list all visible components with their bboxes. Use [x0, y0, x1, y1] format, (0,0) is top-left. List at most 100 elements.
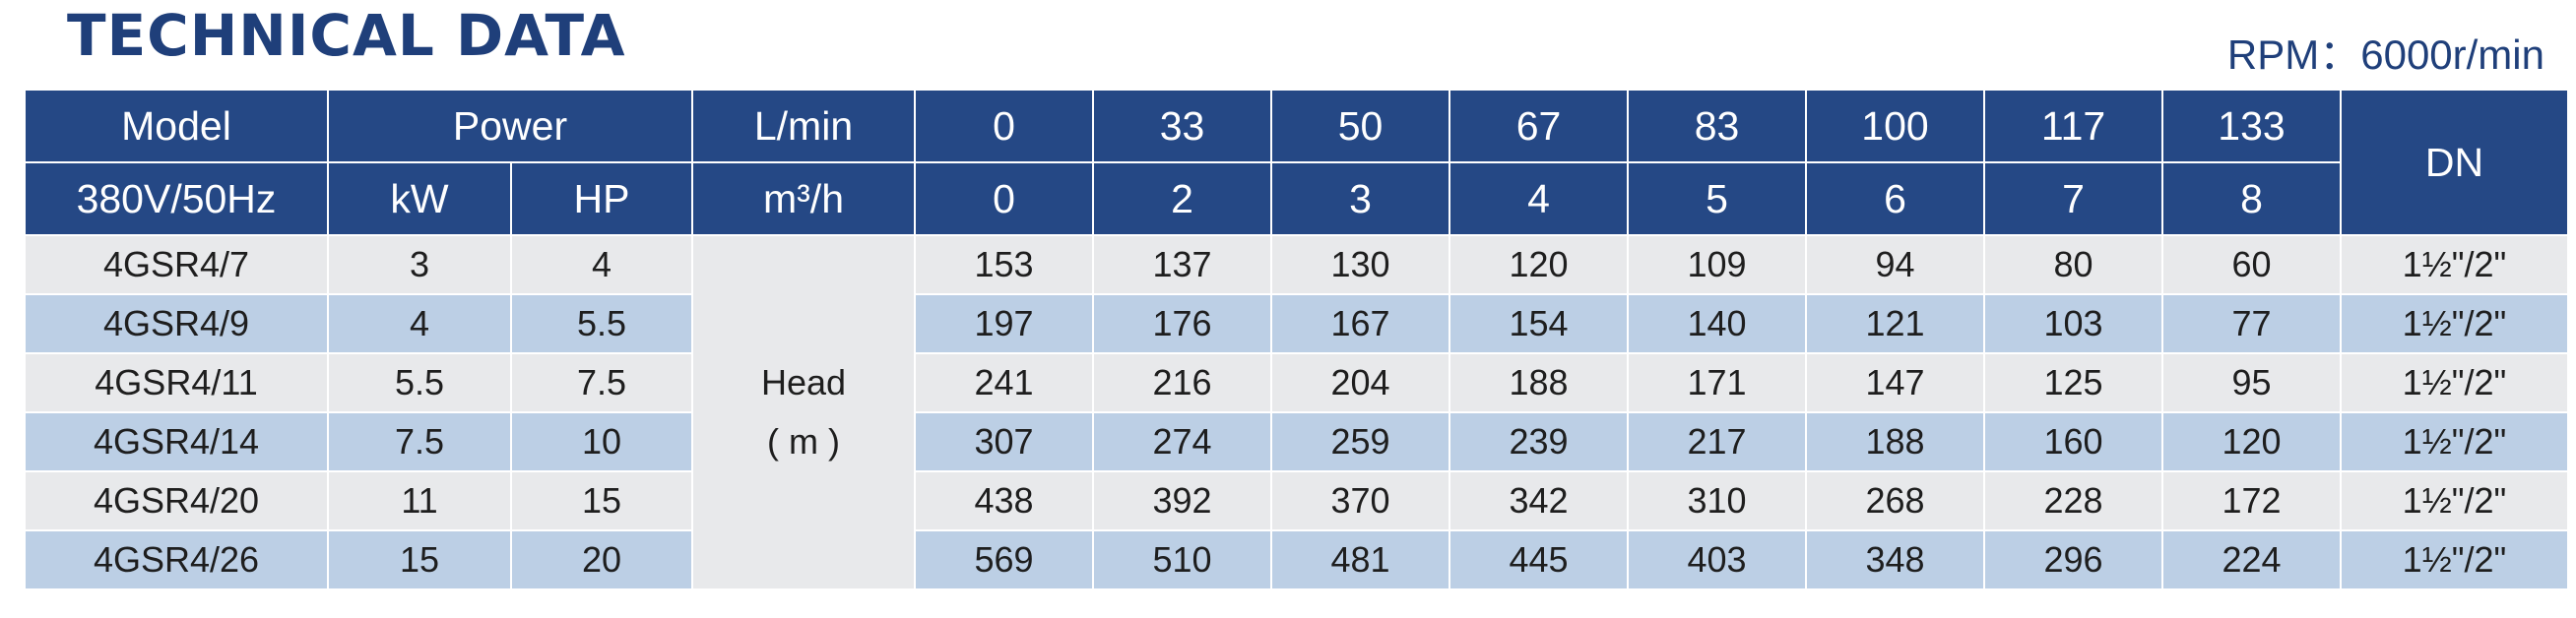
head-value-cell: 307	[914, 411, 1094, 472]
head-value-cell: 140	[1627, 293, 1807, 354]
table-row: 4GSR4/14 7.5 10 307 274 259 239 217 188 160 120 1½"…	[24, 411, 2569, 472]
head-value-cell: 147	[1805, 352, 1985, 413]
head-value-cell: 154	[1449, 293, 1629, 354]
header-row-flow-m3h: 380V/50Hz kW HP m³/h 0 2 3 4 5 6 7 8	[24, 161, 2568, 236]
head-value-cell: 569	[914, 529, 1094, 590]
hp-cell: 15	[510, 470, 693, 531]
head-label-unit: ( m )	[767, 421, 840, 462]
head-value-cell: 160	[1983, 411, 2163, 472]
table-row: 4GSR4/9 4 5.5 197 176 167 154 140 121 103 77 1½"/2"	[24, 293, 2569, 354]
flow-m3h-cell: 3	[1270, 161, 1450, 236]
head-value-cell: 103	[1983, 293, 2163, 354]
head-value-cell: 239	[1449, 411, 1629, 472]
head-value-cell: 445	[1449, 529, 1629, 590]
head-value-cell: 510	[1092, 529, 1272, 590]
kw-cell: 5.5	[327, 352, 512, 413]
head-value-cell: 77	[2161, 293, 2342, 354]
head-value-cell: 392	[1092, 470, 1272, 531]
kw-cell: 11	[327, 470, 512, 531]
header-power: Power	[327, 89, 693, 163]
table-row: 4GSR4/11 5.5 7.5 241 216 204 188 171 147 125 95 1½"…	[24, 352, 2569, 413]
head-unit-label: Head ( m )	[691, 234, 916, 590]
flow-lmin-cell: 50	[1270, 89, 1450, 163]
flow-m3h-cell: 0	[914, 161, 1094, 236]
flow-lmin-cell: 33	[1092, 89, 1272, 163]
flow-m3h-cell: 2	[1092, 161, 1272, 236]
head-value-cell: 121	[1805, 293, 1985, 354]
head-value-cell: 120	[1449, 234, 1629, 295]
head-value-cell: 224	[2161, 529, 2342, 590]
head-value-cell: 370	[1270, 470, 1450, 531]
head-value-cell: 342	[1449, 470, 1629, 531]
header-kw: kW	[327, 161, 512, 236]
dn-cell: 1½"/2"	[2340, 234, 2569, 295]
page-title: TECHNICAL DATA	[67, 2, 626, 69]
flow-m3h-cell: 6	[1805, 161, 1985, 236]
table-row: 4GSR4/26 15 20 569 510 481 445 403 348 296 224 1½"/…	[24, 529, 2569, 590]
head-value-cell: 438	[914, 470, 1094, 531]
head-value-cell: 259	[1270, 411, 1450, 472]
kw-cell: 4	[327, 293, 512, 354]
table-row: 4GSR4/20 11 15 438 392 370 342 310 268 228 172 1½"/…	[24, 470, 2569, 531]
flow-lmin-cell: 0	[914, 89, 1094, 163]
flow-m3h-cell: 7	[1983, 161, 2163, 236]
flow-lmin-cell: 83	[1627, 89, 1807, 163]
header-flow-lmin-label: L/min	[691, 89, 916, 163]
model-cell: 4GSR4/9	[24, 293, 329, 354]
head-value-cell: 296	[1983, 529, 2163, 590]
hp-cell: 7.5	[510, 352, 693, 413]
kw-cell: 15	[327, 529, 512, 590]
header-hp: HP	[510, 161, 693, 236]
dn-cell: 1½"/2"	[2340, 352, 2569, 413]
head-value-cell: 130	[1270, 234, 1450, 295]
head-value-cell: 274	[1092, 411, 1272, 472]
head-value-cell: 348	[1805, 529, 1985, 590]
kw-cell: 7.5	[327, 411, 512, 472]
model-cell: 4GSR4/26	[24, 529, 329, 590]
head-value-cell: 153	[914, 234, 1094, 295]
dn-cell: 1½"/2"	[2340, 529, 2569, 590]
head-value-cell: 167	[1270, 293, 1450, 354]
head-value-cell: 60	[2161, 234, 2342, 295]
dn-cell: 1½"/2"	[2340, 470, 2569, 531]
head-value-cell: 241	[914, 352, 1094, 413]
header-flow-m3h-label: m³/h	[691, 161, 916, 236]
head-value-cell: 95	[2161, 352, 2342, 413]
hp-cell: 20	[510, 529, 693, 590]
hp-cell: 5.5	[510, 293, 693, 354]
model-cell: 4GSR4/11	[24, 352, 329, 413]
dn-cell: 1½"/2"	[2340, 293, 2569, 354]
kw-cell: 3	[327, 234, 512, 295]
head-value-cell: 94	[1805, 234, 1985, 295]
head-value-cell: 481	[1270, 529, 1450, 590]
flow-lmin-cell: 100	[1805, 89, 1985, 163]
model-cell: 4GSR4/14	[24, 411, 329, 472]
flow-lmin-cell: 67	[1449, 89, 1629, 163]
head-value-cell: 268	[1805, 470, 1985, 531]
head-value-cell: 125	[1983, 352, 2163, 413]
head-value-cell: 228	[1983, 470, 2163, 531]
table-row: 4GSR4/7 3 4 Head( m ) 153 137 130 120 109 94 80 60 1…	[24, 234, 2569, 590]
head-value-cell: 171	[1627, 352, 1807, 413]
head-value-cell: 310	[1627, 470, 1807, 531]
flow-lmin-cell: 117	[1983, 89, 2163, 163]
head-value-cell: 120	[2161, 411, 2342, 472]
head-value-cell: 176	[1092, 293, 1272, 354]
technical-data-table: Model Power L/min 0 33 50 67 83 100 117 …	[24, 89, 2569, 590]
head-value-cell: 172	[2161, 470, 2342, 531]
hp-cell: 10	[510, 411, 693, 472]
head-value-cell: 216	[1092, 352, 1272, 413]
header-dn: DN	[2340, 89, 2569, 236]
dn-cell: 1½"/2"	[2340, 411, 2569, 472]
head-value-cell: 188	[1805, 411, 1985, 472]
flow-m3h-cell: 8	[2161, 161, 2342, 236]
model-cell: 4GSR4/20	[24, 470, 329, 531]
header-row-flow-lmin: Model Power L/min 0 33 50 67 83 100 117 …	[24, 89, 2569, 236]
head-label-text: Head	[760, 362, 847, 402]
head-value-cell: 109	[1627, 234, 1807, 295]
flow-m3h-cell: 5	[1627, 161, 1807, 236]
model-cell: 4GSR4/7	[24, 234, 329, 295]
head-value-cell: 217	[1627, 411, 1807, 472]
rpm-label: RPM：6000r/min	[2226, 31, 2544, 78]
head-value-cell: 80	[1983, 234, 2163, 295]
